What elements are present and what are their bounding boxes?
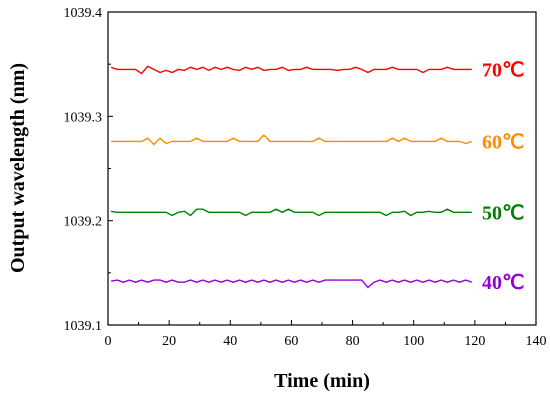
y-axis: 1039.1 1039.2 1039.3 1039.4 xyxy=(64,6,113,334)
y-tick-label: 1039.1 xyxy=(64,319,103,334)
series-label: 50℃ xyxy=(482,202,524,224)
y-axis-title: Output wavelength (nm) xyxy=(7,63,29,273)
series-lines: 70℃ 60℃ 50℃ 40℃ xyxy=(110,59,524,294)
y-tick-label: 1039.3 xyxy=(64,110,103,125)
y-tick-label: 1039.2 xyxy=(64,215,103,230)
plot-frame xyxy=(107,11,537,326)
series-line-40c xyxy=(110,279,473,289)
x-axis: 0 20 40 60 80 100 120 140 xyxy=(105,320,547,349)
x-tick-label: 60 xyxy=(284,334,298,349)
x-tick-label: 80 xyxy=(346,334,360,349)
series-label: 60℃ xyxy=(482,131,524,153)
x-tick-label: 20 xyxy=(162,334,176,349)
x-tick-label: 120 xyxy=(464,334,485,349)
x-tick-label: 100 xyxy=(403,334,424,349)
y-tick-label: 1039.4 xyxy=(64,6,103,21)
x-tick-label: 0 xyxy=(105,334,112,349)
x-axis-title: Time (min) xyxy=(274,370,370,392)
series-label: 40℃ xyxy=(482,272,524,294)
series-line-60c xyxy=(111,134,473,146)
series-line-50c xyxy=(110,208,472,217)
series-label: 70℃ xyxy=(482,59,524,81)
x-tick-label: 140 xyxy=(526,334,547,349)
series-line-70c xyxy=(110,65,472,75)
x-tick-label: 40 xyxy=(223,334,237,349)
